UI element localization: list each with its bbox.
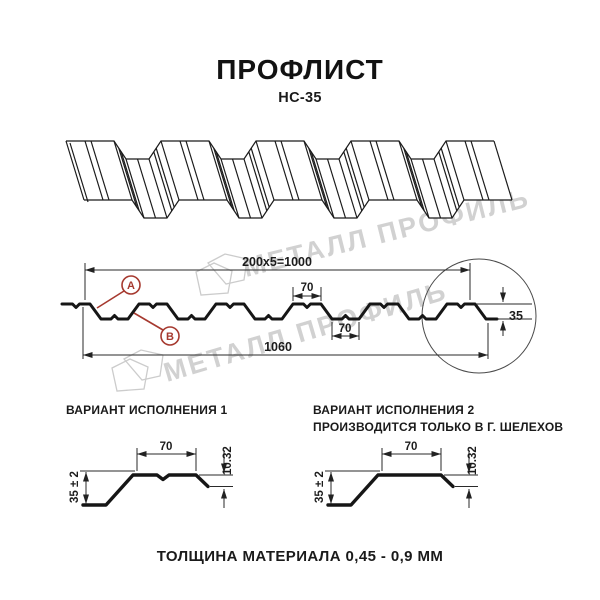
variant2-dim-flat-label: 70	[405, 441, 418, 453]
dim-width-ribs-label: 200x5=1000	[242, 255, 312, 269]
variant1-dim-height: 35 ± 2	[69, 470, 135, 504]
material-thickness-note: ТОЛЩИНА МАТЕРИАЛА 0,45 - 0,9 ММ	[156, 548, 444, 565]
page-title: ПРОФЛИСТ	[216, 54, 384, 85]
profile-outline	[60, 302, 499, 321]
variant2-dim-lip: 10.32	[444, 446, 479, 508]
dim-full-width-label: 1060	[264, 340, 292, 354]
dim-rib-bottom: 70	[331, 322, 360, 340]
sheet-3d-drawing	[65, 140, 513, 219]
variant2-dim-height: 35 ± 2	[314, 470, 380, 504]
variant1-dim-lip: 10.32	[199, 446, 234, 508]
variant2-dim-flat: 70	[381, 441, 442, 471]
variant2-drawing: 70 10.32 35 ± 2	[314, 441, 479, 508]
variant2-dim-lip-label: 10.32	[467, 446, 479, 475]
variant2-header: ВАРИАНТ ИСПОЛНЕНИЯ 2 ПРОИЗВОДИТСЯ ТОЛЬКО…	[313, 402, 563, 436]
variant1-title: ВАРИАНТ ИСПОЛНЕНИЯ 1	[66, 403, 228, 417]
brand-logo-watermark	[195, 253, 248, 296]
dim-height-label: 35	[509, 309, 523, 323]
brand-logo-watermark	[111, 349, 164, 392]
variant2-title: ВАРИАНТ ИСПОЛНЕНИЯ 2	[313, 403, 475, 417]
point-b-marker: B	[133, 312, 180, 346]
dim-rib-top-label: 70	[301, 282, 314, 294]
variant2-dim-height-label: 35 ± 2	[314, 471, 326, 503]
point-a-label: A	[127, 280, 135, 292]
model-subtitle: НС-35	[278, 90, 322, 106]
variant1-dim-height-label: 35 ± 2	[69, 471, 81, 503]
dim-width-ribs: 200x5=1000	[84, 255, 471, 300]
dim-height: 35	[476, 287, 532, 336]
dim-rib-top: 70	[292, 282, 322, 301]
variant1-dim-flat: 70	[136, 441, 197, 471]
cross-section-drawing: 200x5=1000 70 70 1060	[60, 255, 537, 374]
dim-full-width: 1060	[82, 307, 489, 359]
point-a-marker: A	[96, 275, 141, 309]
variant2-subtitle: ПРОИЗВОДИТСЯ ТОЛЬКО В Г. ШЕЛЕХОВ	[313, 420, 564, 434]
point-b-label: B	[166, 331, 174, 343]
variant1-dim-flat-label: 70	[160, 441, 173, 453]
variant1-dim-lip-label: 10.32	[222, 446, 234, 475]
variant1-drawing: 70 10.32 35 ± 2	[69, 441, 234, 508]
dim-rib-bottom-label: 70	[339, 323, 352, 335]
